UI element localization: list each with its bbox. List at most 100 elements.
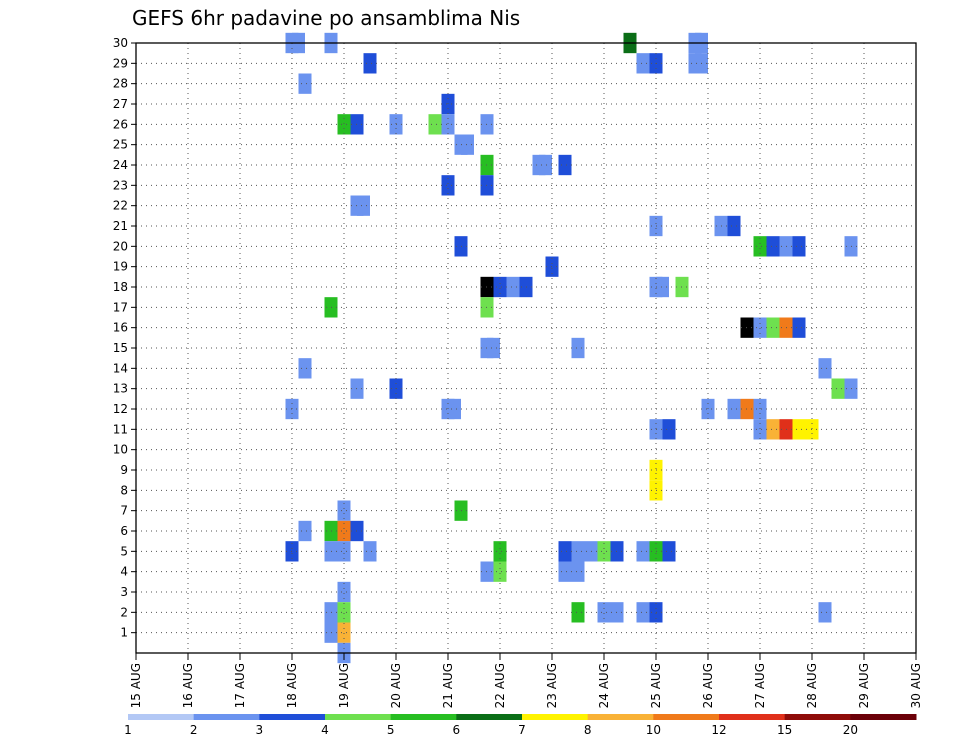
heatmap-cell xyxy=(337,500,351,521)
x-tick-label: 18 AUG xyxy=(285,663,299,708)
heatmap-cell xyxy=(571,541,585,562)
colorbar-label: 1 xyxy=(124,723,132,737)
cells-layer xyxy=(285,32,858,664)
x-tick-label: 28 AUG xyxy=(805,663,819,708)
y-tick-label: 12 xyxy=(113,402,128,416)
y-tick-label: 10 xyxy=(113,443,128,457)
colorbar-label: 4 xyxy=(321,723,329,737)
y-tick-label: 26 xyxy=(113,117,128,131)
colorbar: 1 2 3 4 5 6 7 8 10 12 15 20 xyxy=(124,714,917,737)
heatmap-cell xyxy=(363,53,377,74)
y-tick-label: 28 xyxy=(113,77,128,91)
x-tick-label: 29 AUG xyxy=(857,663,871,708)
y-tick-label: 2 xyxy=(120,605,128,619)
heatmap-cell xyxy=(441,114,455,135)
heatmap-cell xyxy=(487,337,500,359)
colorbar-label: 8 xyxy=(584,723,592,737)
colorbar-swatch xyxy=(522,714,589,720)
y-tick-label: 17 xyxy=(113,300,128,314)
y-tick-label: 22 xyxy=(113,199,128,213)
y-tick-label: 9 xyxy=(120,463,128,477)
y-tick-label: 30 xyxy=(113,36,128,50)
y-tick-label: 3 xyxy=(120,585,128,599)
colorbar-label: 20 xyxy=(843,723,858,737)
colorbar-label: 10 xyxy=(646,723,661,737)
y-tick-label: 16 xyxy=(113,321,128,335)
x-tick-label: 24 AUG xyxy=(597,663,611,708)
heatmap-cell xyxy=(792,419,806,440)
colorbar-swatch xyxy=(193,714,260,720)
heatmap-cell xyxy=(636,53,650,74)
heatmap-cell xyxy=(766,317,780,338)
colorbar-label: 5 xyxy=(387,723,395,737)
x-tick-label: 26 AUG xyxy=(701,663,715,708)
x-tick-label: 19 AUG xyxy=(337,663,351,708)
heatmap-cell xyxy=(571,337,585,359)
colorbar-swatch xyxy=(325,714,392,720)
x-tick-label: 20 AUG xyxy=(389,663,403,708)
x-tick-label: 23 AUG xyxy=(545,663,559,708)
y-tick-label: 7 xyxy=(120,504,128,518)
colorbar-swatch xyxy=(784,714,851,720)
colorbar-label: 12 xyxy=(711,723,726,737)
colorbar-label: 3 xyxy=(256,723,264,737)
heatmap-cell xyxy=(662,541,676,562)
colorbar-swatch xyxy=(653,714,720,720)
x-tick-label: 21 AUG xyxy=(441,663,455,708)
heatmap-cell xyxy=(792,236,806,257)
x-axis: 15 AUG 16 AUG 17 AUG 18 AUG 19 AUG 20 AUG 21 A… xyxy=(129,653,923,708)
colorbar-swatch xyxy=(259,714,326,720)
y-tick-label: 20 xyxy=(113,239,128,253)
heatmap-cell xyxy=(571,561,585,582)
heatmap-cell xyxy=(597,541,611,562)
y-axis: 1234567891011121314151617181920212223242… xyxy=(113,36,136,640)
heatmap-cell xyxy=(441,175,455,196)
heatmap-cell xyxy=(337,602,351,623)
heatmap-cell xyxy=(493,276,507,298)
heatmap-cell xyxy=(662,419,676,440)
heatmap-cell xyxy=(727,215,741,237)
y-tick-label: 19 xyxy=(113,260,128,274)
heatmap-cell xyxy=(727,398,741,420)
y-tick-label: 23 xyxy=(113,178,128,192)
heatmap-cell xyxy=(792,317,806,338)
heatmap-cell xyxy=(337,520,351,542)
heatmap-cell xyxy=(337,622,351,643)
y-tick-label: 21 xyxy=(113,219,128,233)
colorbar-swatch xyxy=(390,714,457,720)
x-tick-label: 30 AUG xyxy=(909,663,923,708)
heatmap-cell xyxy=(597,602,611,623)
colorbar-swatch xyxy=(456,714,523,720)
heatmap-cell xyxy=(753,236,767,257)
heatmap-cell xyxy=(656,276,669,298)
heatmap-cell xyxy=(558,561,572,582)
x-tick-label: 25 AUG xyxy=(649,663,663,708)
heatmap-cell xyxy=(298,358,312,379)
heatmap-cell xyxy=(818,358,832,379)
y-tick-label: 8 xyxy=(120,483,128,497)
heatmap-cell xyxy=(357,195,370,216)
y-tick-label: 11 xyxy=(113,422,128,436)
grid-layer xyxy=(136,42,916,653)
y-tick-label: 25 xyxy=(113,138,128,152)
y-tick-label: 18 xyxy=(113,280,128,294)
x-tick-label: 16 AUG xyxy=(181,663,195,708)
colorbar-swatch xyxy=(128,714,195,720)
colorbar-swatch xyxy=(850,714,917,720)
heatmap-cell xyxy=(363,541,377,562)
colorbar-label: 2 xyxy=(190,723,198,737)
colorbar-label: 15 xyxy=(777,723,792,737)
heatmap-cell xyxy=(558,541,572,562)
y-tick-label: 27 xyxy=(113,97,128,111)
x-tick-label: 22 AUG xyxy=(493,663,507,708)
colorbar-swatch xyxy=(587,714,654,720)
x-tick-label: 17 AUG xyxy=(233,663,247,708)
heatmap-cell xyxy=(448,398,461,420)
heatmap-cell xyxy=(493,541,507,562)
heatmap-cell xyxy=(337,541,351,562)
colorbar-swatch xyxy=(719,714,786,720)
heatmap-cell xyxy=(766,419,780,440)
y-tick-label: 14 xyxy=(113,361,128,375)
heatmap-cell xyxy=(461,134,474,155)
heatmap-cell xyxy=(636,541,650,562)
